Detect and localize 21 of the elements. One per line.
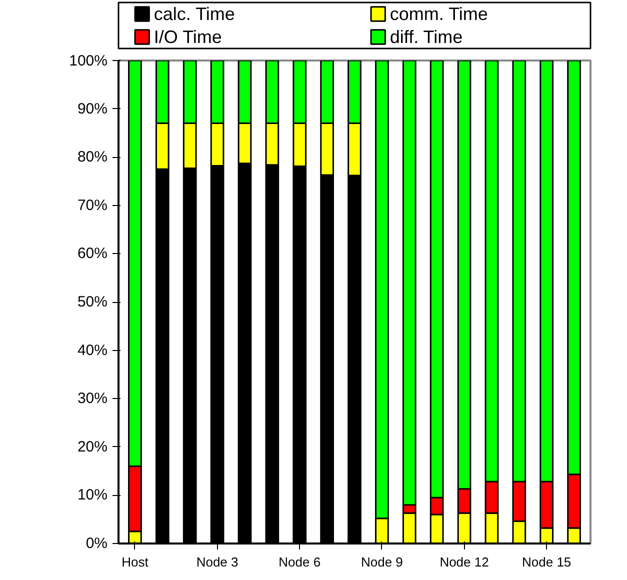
y-tick-label: 10% <box>77 486 108 504</box>
y-tick-label: 90% <box>77 100 108 118</box>
y-tick-label: 50% <box>77 294 108 310</box>
legend-label: calc. Time <box>154 4 235 24</box>
x-tick-label: Host <box>122 554 149 570</box>
y-tick-label: 0% <box>86 535 108 552</box>
legend-label: diff. Time <box>390 27 463 47</box>
x-tick-label: Node 9 <box>360 554 403 570</box>
x-tick-label: Node 6 <box>278 554 321 570</box>
legend-label: comm. Time <box>390 4 488 24</box>
y-tick-label: 70% <box>77 196 108 214</box>
x-tick-label: Node 15 <box>522 554 572 570</box>
x-tick-label: Node 3 <box>196 554 238 570</box>
y-tick-label: 30% <box>77 390 108 408</box>
y-tick-label: 100% <box>69 52 108 70</box>
y-tick-label: 40% <box>77 342 108 359</box>
x-tick-label: Node 12 <box>440 554 489 570</box>
legend-label: I/O Time <box>154 27 222 47</box>
y-tick-label: 60% <box>77 245 108 262</box>
y-tick-label: 20% <box>77 438 108 456</box>
y-tick-label: 80% <box>77 148 108 166</box>
